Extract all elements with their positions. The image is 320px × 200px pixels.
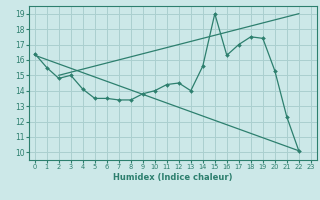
X-axis label: Humidex (Indice chaleur): Humidex (Indice chaleur) [113,173,233,182]
